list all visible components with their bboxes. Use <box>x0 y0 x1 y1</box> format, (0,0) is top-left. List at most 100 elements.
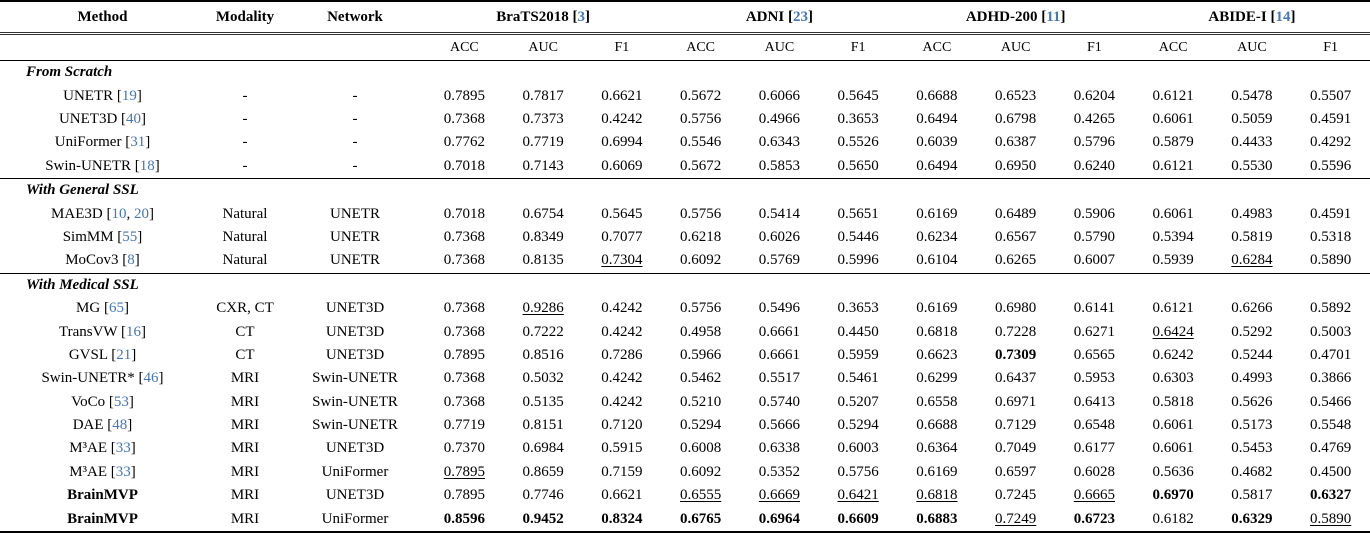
metric-cell: 0.5294 <box>837 417 879 434</box>
table-row: M³AE [33] MRI UNET3D 0.7370 0.6984 0.5915 0.60… <box>0 437 1370 460</box>
citation-link[interactable]: 53 <box>113 393 129 410</box>
metric-cell: 0.5294 <box>680 417 722 434</box>
bracket-open: [ <box>784 8 793 25</box>
citation-link[interactable]: 20 <box>133 205 149 222</box>
metric-cell: 0.5466 <box>1310 393 1352 410</box>
metric-cell: 0.6994 <box>601 134 643 151</box>
metric-cell: 0.7245 <box>995 487 1037 503</box>
metric-cell: 0.6069 <box>601 157 643 174</box>
citation-link[interactable]: 11 <box>1046 8 1061 25</box>
blank-header-cell <box>285 33 425 61</box>
modality-cell: - <box>242 157 248 174</box>
metric-cell: 0.4500 <box>1310 463 1352 480</box>
metric-cell: 0.6182 <box>1152 510 1194 527</box>
method-name: BrainMVP <box>67 510 138 527</box>
metric-cell: 0.6121 <box>1152 300 1194 317</box>
metric-cell: 0.8151 <box>522 417 564 434</box>
table-row: Swin-UNETR* [46] MRI Swin-UNETR 0.7368 0.503… <box>0 367 1370 390</box>
metric-cell: 0.5645 <box>837 87 879 104</box>
metric-header-f1: F1 <box>582 33 662 61</box>
metric-cell: 0.5318 <box>1310 229 1352 246</box>
table-row: MAE3D [10, 20] Natural UNETR 0.7018 0.6754 0.… <box>0 203 1370 226</box>
metric-cell: 0.5003 <box>1310 323 1352 340</box>
method-name: VoCo <box>71 393 106 410</box>
citation-link[interactable]: 21 <box>116 347 132 364</box>
metric-cell: 0.4433 <box>1231 134 1273 151</box>
citation-link[interactable]: 33 <box>115 440 131 457</box>
network-cell: Swin-UNETR <box>312 370 398 387</box>
metric-cell: 0.6413 <box>1073 393 1116 410</box>
citation-link[interactable]: 10 <box>111 205 127 222</box>
blank-header-cell <box>0 33 205 61</box>
metric-cell: 0.7373 <box>522 111 564 127</box>
citation-link[interactable]: 3 <box>577 8 586 25</box>
metric-cell: 0.5790 <box>1073 229 1116 246</box>
citation-link[interactable]: 19 <box>121 87 137 104</box>
bracket-open: [ <box>1266 8 1276 25</box>
metric-cell: 0.6669 <box>758 487 801 503</box>
citation-link[interactable]: 48 <box>112 417 128 434</box>
metric-cell: 0.5939 <box>1152 252 1194 269</box>
citation-link[interactable]: 14 <box>1275 8 1291 25</box>
citation-link[interactable]: 46 <box>143 370 159 387</box>
network-cell: UNETR <box>330 205 380 222</box>
metric-cell: 0.6489 <box>995 205 1037 222</box>
modality-cell: - <box>242 87 248 104</box>
metric-cell: 0.6271 <box>1073 323 1116 340</box>
bracket-open: [ <box>131 157 140 174</box>
metric-cell: 0.5507 <box>1310 87 1352 104</box>
metric-cell: 0.7719 <box>522 134 564 151</box>
method-name: TransVW <box>58 323 118 340</box>
bracket-close: ] <box>137 229 143 246</box>
bracket-close: ] <box>130 440 136 457</box>
metric-cell: 0.6665 <box>1073 487 1116 503</box>
metric-cell: 0.5478 <box>1231 87 1273 104</box>
metric-header-f1: F1 <box>818 33 898 61</box>
metric-cell: 0.5526 <box>837 134 879 151</box>
citation-link[interactable]: 8 <box>127 252 135 269</box>
method-name: MAE3D <box>51 205 103 222</box>
citation-link[interactable]: 23 <box>792 8 808 25</box>
metric-cell: 0.5666 <box>758 417 801 434</box>
column-header-modality: Modality <box>205 1 285 35</box>
modality-cell: CT <box>235 323 255 340</box>
metric-cell: 0.6548 <box>1073 417 1116 434</box>
metric-cell: 0.3653 <box>837 300 879 317</box>
section-heading-row: From Scratch <box>0 59 1370 85</box>
metric-cell: 0.5636 <box>1152 463 1194 480</box>
metric-cell: 0.5596 <box>1310 157 1352 174</box>
metric-cell: 0.7159 <box>601 463 643 480</box>
metric-cell: 0.7895 <box>443 87 485 104</box>
metric-cell: 0.6688 <box>916 87 958 104</box>
metric-cell: 0.5915 <box>601 440 643 457</box>
method-cell: GVSL [21] <box>0 344 205 367</box>
citation-link[interactable]: 55 <box>122 229 138 246</box>
metric-cell: 0.5672 <box>680 157 722 174</box>
metric-cell: 0.4242 <box>601 370 643 387</box>
metric-cell: 0.3653 <box>837 111 879 127</box>
dataset-name: ADHD-200 <box>965 8 1038 25</box>
bracket-close: ] <box>1290 8 1296 25</box>
citation-link[interactable]: 16 <box>126 323 142 340</box>
modality-cell: Natural <box>222 205 268 222</box>
metric-cell: 0.5645 <box>601 205 643 222</box>
metric-cell: 0.4958 <box>680 323 722 340</box>
citation-link[interactable]: 18 <box>139 157 155 174</box>
method-name: M³AE <box>69 440 108 457</box>
metric-cell: 0.6688 <box>916 417 958 434</box>
metric-cell: 0.6609 <box>837 510 879 527</box>
metric-cell: 0.7286 <box>601 347 643 364</box>
metric-cell: 0.7129 <box>995 417 1037 434</box>
citation-link[interactable]: 33 <box>115 463 131 480</box>
metric-cell: 0.6558 <box>916 393 958 410</box>
metric-cell: 0.6061 <box>1152 111 1194 127</box>
method-cell: TransVW [16] <box>0 321 205 344</box>
bracket-close: ] <box>141 111 147 127</box>
citation-link[interactable]: 31 <box>130 134 146 151</box>
citation-link[interactable]: 65 <box>108 300 124 317</box>
column-header-method: Method <box>0 1 205 35</box>
metric-cell: 0.5756 <box>680 205 722 222</box>
metric-cell: 0.5890 <box>1310 510 1352 527</box>
citation-link[interactable]: 40 <box>126 111 142 127</box>
metric-cell: 0.6242 <box>1152 347 1194 364</box>
